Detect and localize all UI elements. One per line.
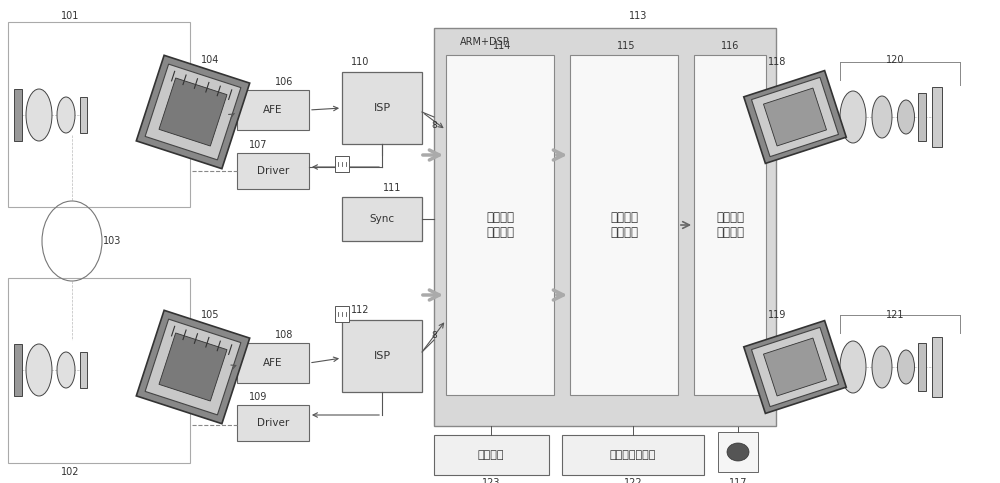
Text: 106: 106: [275, 77, 293, 87]
Bar: [446, 55, 554, 395]
Ellipse shape: [57, 352, 75, 388]
Text: 数字图像
处理模块: 数字图像 处理模块: [610, 211, 638, 239]
Bar: [342, 197, 422, 241]
Ellipse shape: [872, 96, 892, 138]
Polygon shape: [145, 319, 241, 415]
Text: 122: 122: [624, 478, 642, 483]
Text: 103: 103: [103, 236, 121, 246]
Text: 117: 117: [729, 478, 747, 483]
Text: 118: 118: [768, 57, 786, 67]
Polygon shape: [751, 327, 839, 407]
Ellipse shape: [840, 341, 866, 393]
Ellipse shape: [872, 346, 892, 388]
Polygon shape: [751, 77, 839, 156]
Text: 121: 121: [886, 310, 904, 320]
Text: 115: 115: [617, 41, 635, 51]
Polygon shape: [136, 310, 250, 424]
Ellipse shape: [26, 344, 52, 396]
Text: ISP: ISP: [373, 351, 391, 361]
Bar: [14, 344, 22, 396]
Text: 102: 102: [61, 467, 79, 477]
Polygon shape: [744, 321, 846, 413]
Text: 8: 8: [431, 331, 437, 341]
Ellipse shape: [727, 443, 749, 461]
Text: 120: 120: [886, 55, 904, 65]
Text: Driver: Driver: [257, 166, 289, 176]
Text: 112: 112: [351, 305, 369, 315]
Text: Driver: Driver: [257, 418, 289, 428]
Text: 119: 119: [768, 310, 786, 320]
Bar: [342, 320, 422, 392]
Text: 104: 104: [201, 55, 219, 65]
Bar: [932, 87, 942, 147]
Bar: [434, 28, 776, 426]
Text: 111: 111: [383, 183, 401, 193]
Bar: [570, 55, 678, 395]
Polygon shape: [763, 338, 827, 396]
Text: 图像同步
采集模块: 图像同步 采集模块: [486, 211, 514, 239]
Bar: [718, 432, 758, 472]
Text: ISP: ISP: [373, 103, 391, 113]
Text: 109: 109: [249, 392, 267, 402]
Bar: [80, 97, 87, 133]
Text: 114: 114: [493, 41, 511, 51]
Text: 116: 116: [721, 41, 739, 51]
Polygon shape: [136, 55, 250, 169]
Text: Sync: Sync: [369, 214, 395, 224]
Polygon shape: [145, 64, 241, 160]
Ellipse shape: [840, 91, 866, 143]
Text: 101: 101: [61, 11, 79, 21]
Bar: [918, 93, 926, 141]
Bar: [237, 153, 309, 189]
Bar: [80, 352, 87, 388]
Bar: [237, 90, 309, 130]
Text: 123: 123: [482, 478, 500, 483]
Bar: [342, 72, 422, 144]
Polygon shape: [763, 88, 827, 146]
Text: 107: 107: [249, 140, 267, 150]
Ellipse shape: [57, 97, 75, 133]
Text: 105: 105: [201, 310, 219, 320]
Ellipse shape: [26, 89, 52, 141]
Polygon shape: [159, 78, 227, 146]
Bar: [918, 343, 926, 391]
Bar: [237, 343, 309, 383]
Ellipse shape: [898, 100, 914, 134]
Text: 113: 113: [629, 11, 647, 21]
Text: AFE: AFE: [263, 358, 283, 368]
Bar: [14, 89, 22, 141]
Bar: [694, 55, 766, 395]
Text: AFE: AFE: [263, 105, 283, 115]
Bar: [8, 22, 190, 207]
Text: 108: 108: [275, 330, 293, 340]
Bar: [335, 156, 349, 172]
Bar: [237, 405, 309, 441]
Bar: [8, 278, 190, 463]
Polygon shape: [744, 71, 846, 163]
Text: 处理器外围电路: 处理器外围电路: [610, 450, 656, 460]
Text: 图像显示
控制模块: 图像显示 控制模块: [716, 211, 744, 239]
Ellipse shape: [898, 350, 914, 384]
Bar: [932, 337, 942, 397]
Text: 电源模块: 电源模块: [478, 450, 504, 460]
Text: 8: 8: [431, 122, 437, 130]
Text: ARM+DSP: ARM+DSP: [460, 37, 510, 47]
Bar: [434, 435, 549, 475]
Bar: [562, 435, 704, 475]
Polygon shape: [159, 333, 227, 401]
Bar: [335, 306, 349, 322]
Text: 110: 110: [351, 57, 369, 67]
